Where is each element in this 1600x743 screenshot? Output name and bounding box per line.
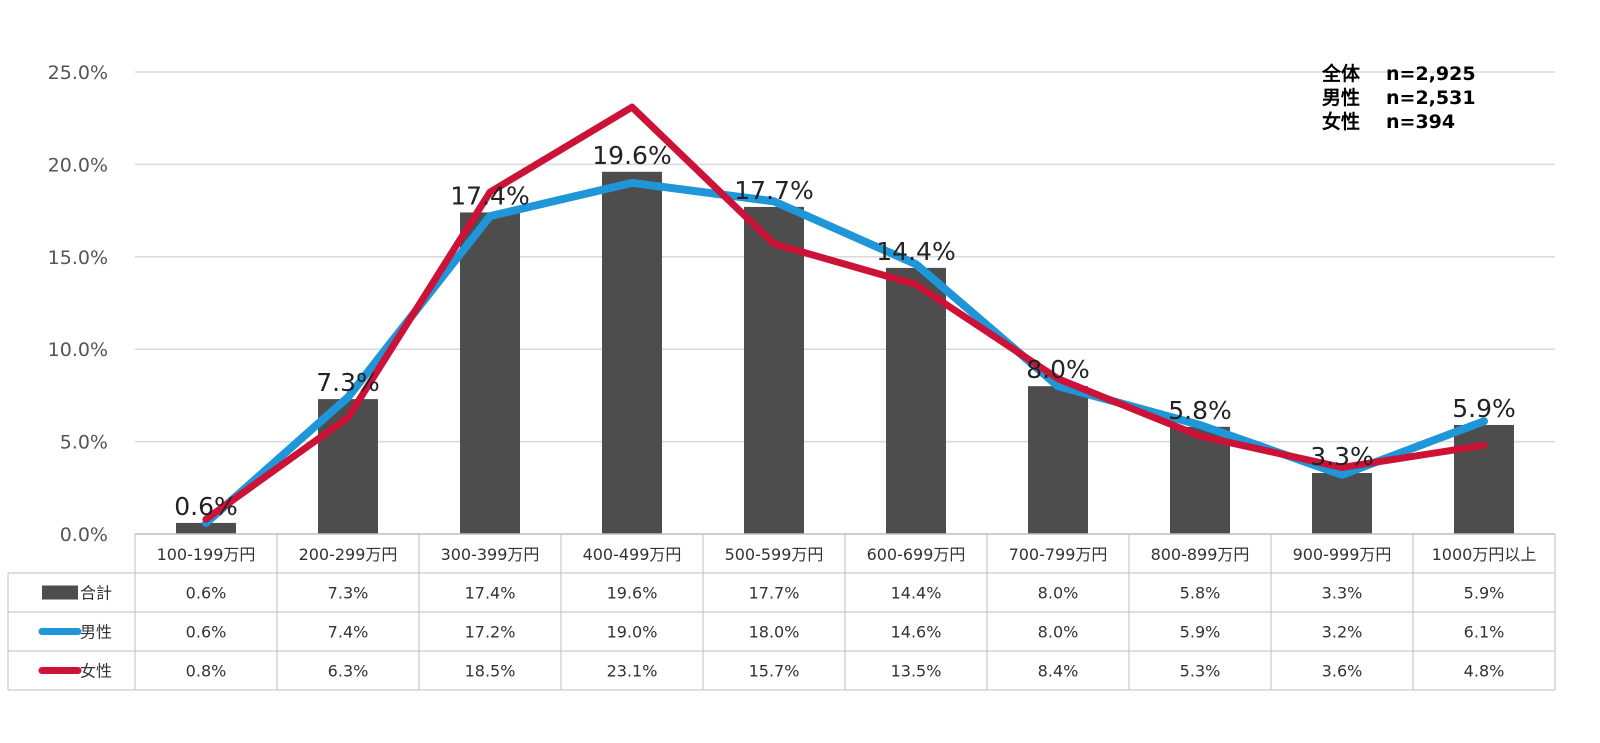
table-cell: 7.4% xyxy=(328,623,369,642)
data-label: 5.9% xyxy=(1452,394,1516,423)
table-cell: 0.6% xyxy=(186,623,227,642)
data-label: 3.3% xyxy=(1310,442,1374,471)
note-value: n=394 xyxy=(1386,111,1455,133)
table-cell: 8.4% xyxy=(1038,662,1079,681)
bar xyxy=(1170,426,1230,534)
x-tick-label: 700-799万円 xyxy=(1009,545,1108,564)
data-label: 14.4% xyxy=(876,237,955,266)
table-cell: 17.7% xyxy=(749,584,800,603)
table-cell: 3.6% xyxy=(1322,662,1363,681)
y-tick-label: 20.0% xyxy=(48,154,108,176)
table-cell: 5.9% xyxy=(1180,623,1221,642)
legend-label: 合計 xyxy=(80,584,112,603)
series-line-1 xyxy=(202,178,1488,527)
table-cell: 0.8% xyxy=(186,662,227,681)
x-tick-label: 100-199万円 xyxy=(157,545,256,564)
x-tick-label: 900-999万円 xyxy=(1293,545,1392,564)
y-tick-label: 0.0% xyxy=(60,524,108,546)
x-tick-label: 300-399万円 xyxy=(441,545,540,564)
table-cell: 18.5% xyxy=(465,662,516,681)
table-cell: 14.4% xyxy=(891,584,942,603)
note-label: 男性 xyxy=(1322,86,1360,109)
table-cell: 7.3% xyxy=(328,584,369,603)
y-tick-label: 5.0% xyxy=(60,432,108,454)
bar xyxy=(602,171,662,535)
y-tick-label: 15.0% xyxy=(48,247,108,269)
bar xyxy=(176,522,236,534)
note-value: n=2,531 xyxy=(1386,87,1476,109)
table-cell: 19.0% xyxy=(607,623,658,642)
x-tick-label: 400-499万円 xyxy=(583,545,682,564)
bar xyxy=(744,206,804,535)
table-cell: 23.1% xyxy=(607,662,658,681)
table-cell: 5.3% xyxy=(1180,662,1221,681)
bar xyxy=(1028,386,1088,534)
x-tick-label: 500-599万円 xyxy=(725,545,824,564)
table-cell: 3.2% xyxy=(1322,623,1363,642)
table-cell: 18.0% xyxy=(749,623,800,642)
table-cell: 8.0% xyxy=(1038,623,1079,642)
bar xyxy=(886,267,946,534)
data-label: 5.8% xyxy=(1168,396,1232,425)
table-cell: 0.6% xyxy=(186,584,227,603)
data-label: 0.6% xyxy=(174,492,238,521)
table-cell: 5.9% xyxy=(1464,584,1505,603)
x-tick-label: 1000万円以上 xyxy=(1432,545,1537,564)
table-cell: 14.6% xyxy=(891,623,942,642)
legend-key-bar xyxy=(42,585,78,600)
data-label: 19.6% xyxy=(592,141,671,170)
note-value: n=2,925 xyxy=(1386,63,1476,85)
data-label: 17.7% xyxy=(734,176,813,205)
data-label: 8.0% xyxy=(1026,355,1090,384)
bar xyxy=(460,212,520,534)
table-cell: 4.8% xyxy=(1464,662,1505,681)
x-tick-label: 200-299万円 xyxy=(299,545,398,564)
y-tick-label: 25.0% xyxy=(48,62,108,84)
table-cell: 15.7% xyxy=(749,662,800,681)
table-cell: 17.4% xyxy=(465,584,516,603)
table-cell: 5.8% xyxy=(1180,584,1221,603)
note-label: 全体 xyxy=(1321,62,1361,85)
table-cell: 19.6% xyxy=(607,584,658,603)
series-line-2 xyxy=(202,103,1488,523)
y-tick-label: 10.0% xyxy=(48,339,108,361)
table-cell: 13.5% xyxy=(891,662,942,681)
x-tick-label: 800-899万円 xyxy=(1151,545,1250,564)
bar xyxy=(1312,473,1372,534)
table-cell: 6.1% xyxy=(1464,623,1505,642)
table-cell: 3.3% xyxy=(1322,584,1363,603)
table-cell: 6.3% xyxy=(328,662,369,681)
table-cell: 17.2% xyxy=(465,623,516,642)
note-label: 女性 xyxy=(1322,110,1360,133)
data-label: 17.4% xyxy=(450,181,529,210)
legend-label: 男性 xyxy=(80,623,112,642)
x-tick-label: 600-699万円 xyxy=(867,545,966,564)
table-cell: 8.0% xyxy=(1038,584,1079,603)
data-label: 7.3% xyxy=(316,368,380,397)
bar xyxy=(1454,424,1514,534)
legend-label: 女性 xyxy=(80,662,112,681)
